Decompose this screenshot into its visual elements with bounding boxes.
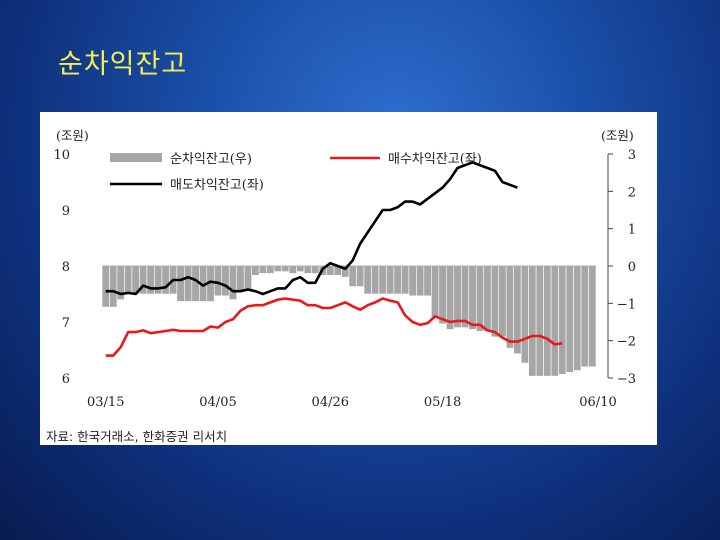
bar bbox=[558, 265, 567, 375]
bar bbox=[184, 265, 193, 302]
bar bbox=[109, 265, 118, 308]
chart-svg: (조원) (조원) 6 7 8 9 10 −3 −2 −1 0 1 2 3 03/15 04/05 04/2… bbox=[53, 128, 636, 410]
left-tick-label: 10 bbox=[53, 148, 70, 163]
source-note: 자료: 한국거래소, 한화증권 리서치 bbox=[46, 429, 228, 444]
bar bbox=[363, 265, 372, 295]
bar bbox=[401, 265, 410, 295]
x-tick-label: 04/05 bbox=[199, 395, 236, 410]
x-tick-label: 06/10 bbox=[579, 395, 616, 410]
bar bbox=[588, 265, 597, 368]
right-tick-label: −3 bbox=[617, 372, 636, 387]
bar bbox=[528, 265, 537, 377]
bar bbox=[431, 265, 440, 319]
left-tick-label: 8 bbox=[62, 260, 70, 275]
legend-sell-label: 매도차익잔고(좌) bbox=[170, 178, 264, 193]
bar bbox=[416, 265, 425, 297]
bar bbox=[573, 265, 582, 371]
bar bbox=[228, 265, 238, 300]
bar bbox=[386, 265, 395, 295]
bar bbox=[520, 265, 529, 364]
bar bbox=[498, 265, 507, 338]
bar bbox=[303, 265, 312, 274]
bar bbox=[490, 265, 499, 338]
bar bbox=[154, 265, 163, 295]
bar bbox=[191, 265, 200, 302]
legend-bars-swatch bbox=[110, 153, 162, 162]
right-tick-label: 2 bbox=[628, 185, 636, 200]
right-axis-unit: (조원) bbox=[601, 128, 634, 143]
bar bbox=[371, 265, 380, 295]
bar bbox=[273, 265, 282, 272]
bar bbox=[535, 265, 544, 377]
slide-title: 순차익잔고 bbox=[58, 49, 188, 80]
bar bbox=[393, 265, 402, 295]
buy-line bbox=[105, 297, 563, 357]
line-series bbox=[105, 161, 563, 357]
bar bbox=[378, 265, 387, 295]
bar bbox=[543, 265, 552, 377]
right-tick-label: 0 bbox=[628, 260, 636, 275]
bar bbox=[356, 265, 365, 287]
right-tick-label: −2 bbox=[617, 335, 636, 350]
bar bbox=[146, 265, 155, 295]
left-tick-label: 6 bbox=[62, 372, 70, 387]
bar bbox=[258, 265, 267, 274]
bar bbox=[408, 265, 417, 297]
bar bbox=[580, 265, 589, 368]
bar bbox=[236, 265, 245, 293]
right-tick-label: 1 bbox=[628, 223, 636, 238]
bar bbox=[550, 265, 559, 377]
bar bbox=[460, 265, 470, 328]
x-tick-label: 03/15 bbox=[87, 395, 124, 410]
sell-line bbox=[105, 161, 518, 296]
bar bbox=[221, 265, 230, 297]
chart-panel: (조원) (조원) 6 7 8 9 10 −3 −2 −1 0 1 2 3 03/15 04/05 04/2… bbox=[40, 112, 657, 445]
bar bbox=[161, 265, 170, 295]
bar bbox=[296, 265, 305, 272]
legend-bars-label: 순차익잔고(우) bbox=[170, 152, 252, 167]
bar bbox=[505, 265, 514, 349]
left-tick-label: 9 bbox=[62, 204, 70, 219]
bar bbox=[288, 265, 297, 274]
bar bbox=[311, 265, 320, 274]
bar bbox=[453, 265, 462, 328]
bar bbox=[281, 265, 290, 272]
bar bbox=[483, 265, 492, 332]
left-tick-label: 7 bbox=[62, 316, 70, 331]
x-tick-label: 04/26 bbox=[312, 395, 349, 410]
legend: 순차익잔고(우) 매수차익잔고(좌) 매도차익잔고(좌) bbox=[110, 152, 482, 193]
bar bbox=[251, 265, 260, 276]
bar bbox=[176, 265, 185, 302]
left-axis-unit: (조원) bbox=[56, 128, 89, 143]
bar bbox=[326, 265, 335, 276]
right-tick-label: −1 bbox=[617, 297, 636, 312]
axes: 6 7 8 9 10 −3 −2 −1 0 1 2 3 03/15 04/05 04/26 05/18 06/1… bbox=[53, 148, 636, 410]
legend-buy-label: 매수차익잔고(좌) bbox=[388, 152, 482, 167]
bar bbox=[348, 265, 357, 287]
bar bbox=[243, 265, 252, 291]
bar bbox=[266, 265, 275, 274]
bar bbox=[565, 265, 574, 373]
bar bbox=[101, 265, 110, 308]
bar bbox=[213, 265, 223, 297]
bar-series bbox=[101, 265, 597, 377]
bar bbox=[438, 265, 447, 325]
bar bbox=[475, 265, 485, 332]
right-tick-label: 3 bbox=[628, 148, 636, 163]
x-tick-label: 05/18 bbox=[424, 395, 461, 410]
bar bbox=[468, 265, 477, 330]
bar bbox=[423, 265, 432, 297]
bar bbox=[124, 265, 133, 295]
